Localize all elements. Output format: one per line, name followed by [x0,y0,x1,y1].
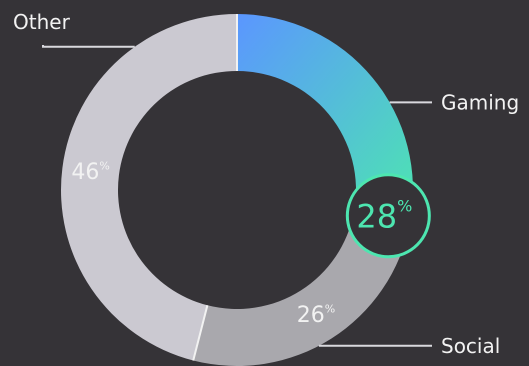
category-label-gaming: Gaming [441,90,519,114]
percent-unit: % [99,159,109,172]
slice-social [193,212,410,366]
slice-other [61,14,238,361]
category-label-social: Social [441,334,500,358]
category-label-other: Other [13,10,71,34]
slice-gaming [237,14,413,223]
slice-separator [192,305,209,361]
percent-unit: % [325,302,335,315]
leader-line-other [42,45,135,48]
leader-lines-group [42,45,432,347]
percent-unit: % [397,197,412,216]
callout-bubble-gaming [345,173,431,259]
